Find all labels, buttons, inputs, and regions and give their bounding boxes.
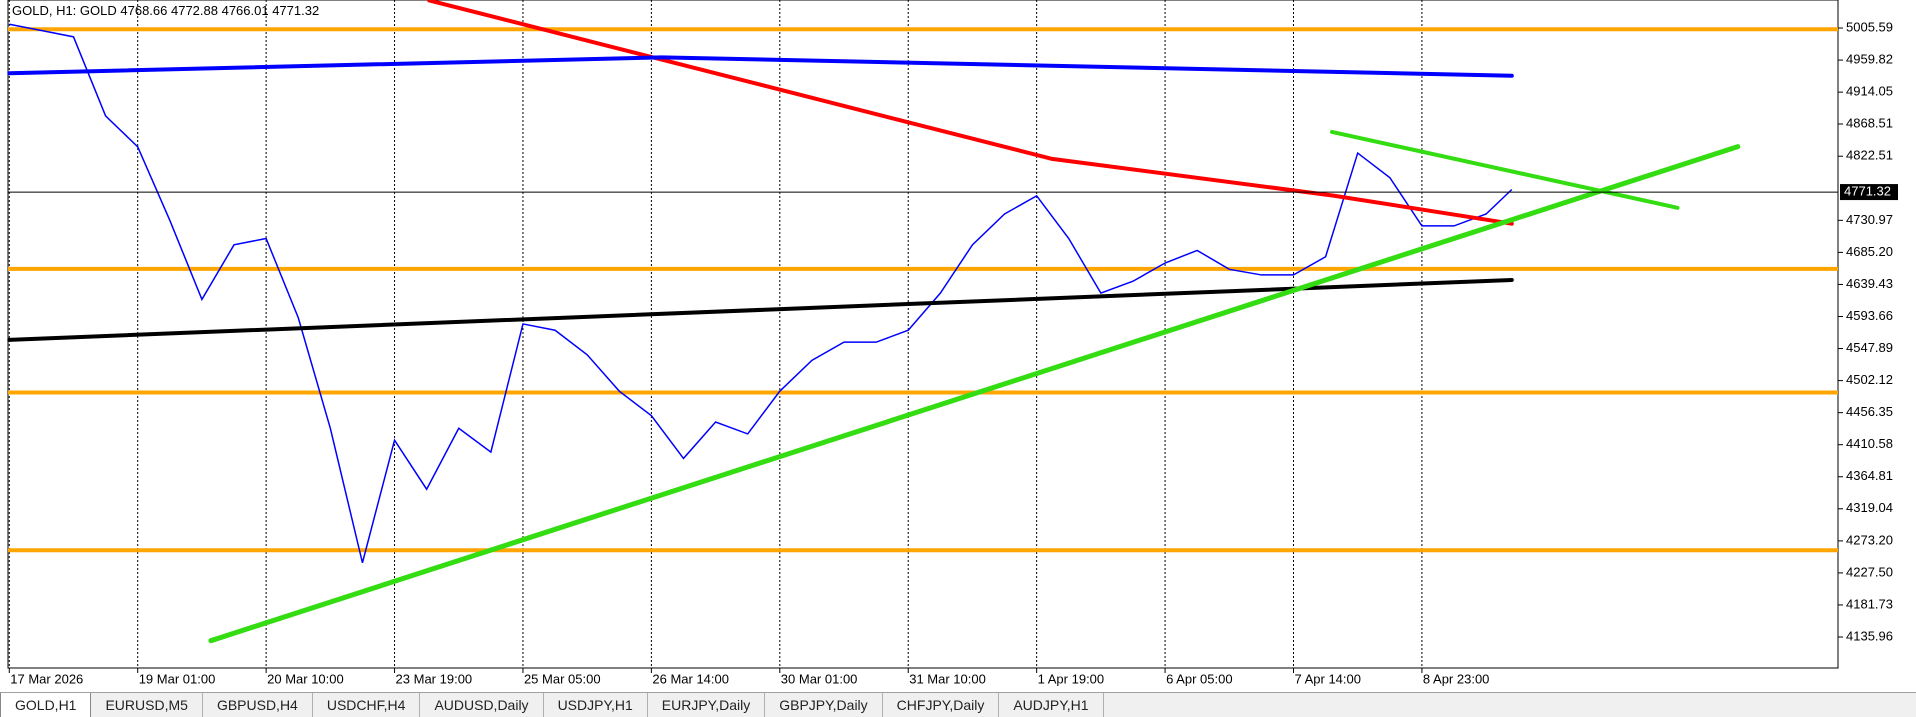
chart-tab[interactable]: EURJPY,Daily <box>648 693 766 717</box>
y-tick-label: 5005.59 <box>1846 19 1893 34</box>
y-tick-label: 4730.97 <box>1846 212 1893 227</box>
y-tick-label: 4914.05 <box>1846 84 1893 99</box>
y-tick-label: 4227.50 <box>1846 564 1893 579</box>
x-tick-label: 31 Mar 10:00 <box>909 671 986 686</box>
current-price-box <box>1840 184 1898 201</box>
symbol-period: GOLD, H1: <box>12 3 76 18</box>
y-tick-label: 4273.20 <box>1846 532 1893 547</box>
chart-title: GOLD, H1: GOLD 4768.66 4772.88 4766.01 4… <box>12 3 319 18</box>
chart-tab[interactable]: GBPJPY,Daily <box>765 693 883 717</box>
trend-line <box>427 0 1514 226</box>
x-tick-label: 6 Apr 05:00 <box>1166 671 1233 686</box>
y-tick-label: 4319.04 <box>1846 500 1893 515</box>
trend-line <box>1330 129 1680 210</box>
y-tick-label: 4593.66 <box>1846 308 1893 323</box>
y-tick-label: 4547.89 <box>1846 340 1893 355</box>
x-tick-label: 20 Mar 10:00 <box>267 671 344 686</box>
chart-tab[interactable]: EURUSD,M5 <box>91 693 203 717</box>
ohlc: 4768.66 4772.88 4766.01 4771.32 <box>120 3 319 18</box>
x-tick-label: 1 Apr 19:00 <box>1038 671 1105 686</box>
y-tick-label: 4639.43 <box>1846 276 1893 291</box>
y-tick-label: 4135.96 <box>1846 628 1893 643</box>
x-tick-label: 17 Mar 2026 <box>10 671 83 686</box>
y-tick-label: 4685.20 <box>1846 244 1893 259</box>
chart-tab[interactable]: AUDUSD,Daily <box>420 693 544 717</box>
x-tick-label: 25 Mar 05:00 <box>524 671 601 686</box>
trend-line <box>7 55 1514 78</box>
y-tick-label: 4456.35 <box>1846 404 1893 419</box>
chart-tab[interactable]: USDCHF,H4 <box>313 693 421 717</box>
y-tick-label: 4822.51 <box>1846 148 1893 163</box>
x-tick-label: 8 Apr 23:00 <box>1423 671 1490 686</box>
y-tick-label: 4364.81 <box>1846 468 1893 483</box>
chart-tab[interactable]: CHFJPY,Daily <box>883 693 1000 717</box>
y-tick-label: 4959.82 <box>1846 52 1893 67</box>
symbol: GOLD <box>80 3 117 18</box>
tab-bar: GOLD,H1 EURUSD,M5 GBPUSD,H4 USDCHF,H4 AUDUSD… <box>0 692 1916 717</box>
trend-line <box>7 277 1514 342</box>
y-tick-label: 4868.51 <box>1846 115 1893 130</box>
plot-frame <box>7 0 1839 669</box>
x-tick-label: 30 Mar 01:00 <box>781 671 858 686</box>
x-tick-label: 19 Mar 01:00 <box>139 671 216 686</box>
chart-tab[interactable]: GBPUSD,H4 <box>203 693 313 717</box>
y-tick-label: 4181.73 <box>1846 596 1893 611</box>
x-tick-label: 26 Mar 14:00 <box>652 671 729 686</box>
trend-line <box>208 144 1741 644</box>
chart-tab[interactable]: USDJPY,H1 <box>544 693 648 717</box>
chart-tab[interactable]: GOLD,H1 <box>0 693 92 717</box>
x-tick-label: 7 Apr 14:00 <box>1294 671 1361 686</box>
y-tick-label: 4502.12 <box>1846 372 1893 387</box>
chart: GOLD, H1: GOLD 4768.66 4772.88 4766.01 4… <box>7 0 1898 686</box>
x-tick-label: 23 Mar 19:00 <box>396 671 473 686</box>
price-line <box>9 23 1513 563</box>
current-price-label: 4771.32 <box>1844 184 1891 199</box>
chart-tab[interactable]: AUDJPY,H1 <box>999 693 1104 717</box>
y-tick-label: 4410.58 <box>1846 436 1893 451</box>
